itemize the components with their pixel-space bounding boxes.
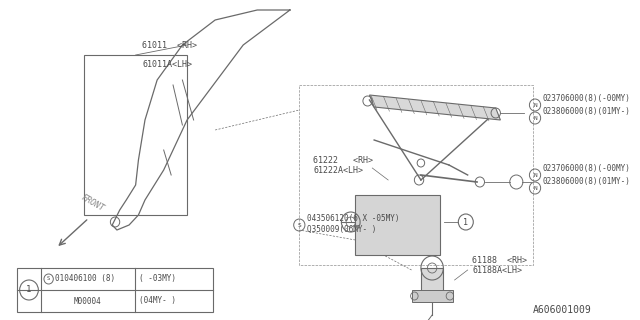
Text: 61011  <RH>: 61011 <RH> — [142, 41, 197, 50]
Text: 023706000(8)(-00MY): 023706000(8)(-00MY) — [543, 164, 630, 173]
Text: N: N — [533, 172, 537, 178]
Text: N: N — [533, 102, 537, 108]
Bar — [355, 195, 440, 255]
Text: 61011A<LH>: 61011A<LH> — [142, 60, 192, 69]
Text: 010406100 (8): 010406100 (8) — [55, 275, 115, 284]
Text: 1: 1 — [26, 285, 32, 294]
Text: A606001009: A606001009 — [533, 305, 592, 315]
Bar — [412, 290, 452, 302]
Text: Q350009(06MY- ): Q350009(06MY- ) — [307, 225, 376, 234]
Polygon shape — [369, 95, 500, 120]
Text: N: N — [533, 116, 537, 121]
Text: 023806000(8)(01MY-): 023806000(8)(01MY-) — [543, 177, 630, 186]
Bar — [17, 268, 213, 312]
Text: N: N — [533, 186, 537, 190]
Text: FRONT: FRONT — [79, 193, 106, 213]
Text: S: S — [298, 222, 301, 228]
Text: 043506120(6 X -05MY): 043506120(6 X -05MY) — [307, 214, 399, 223]
Text: 1: 1 — [463, 218, 468, 227]
Bar — [421, 268, 444, 298]
Text: 61188  <RH>: 61188 <RH> — [472, 256, 527, 265]
Text: S: S — [47, 276, 51, 282]
Text: 023806000(8)(01MY-): 023806000(8)(01MY-) — [543, 107, 630, 116]
Text: 61222A<LH>: 61222A<LH> — [314, 166, 364, 175]
Text: 61222   <RH>: 61222 <RH> — [314, 156, 373, 165]
Text: (04MY- ): (04MY- ) — [140, 297, 177, 306]
Bar — [84, 55, 187, 215]
Text: 61188A<LH>: 61188A<LH> — [472, 266, 522, 275]
Text: 023706000(8)(-00MY): 023706000(8)(-00MY) — [543, 94, 630, 103]
Text: ( -03MY): ( -03MY) — [140, 275, 177, 284]
Text: M00004: M00004 — [74, 297, 102, 306]
